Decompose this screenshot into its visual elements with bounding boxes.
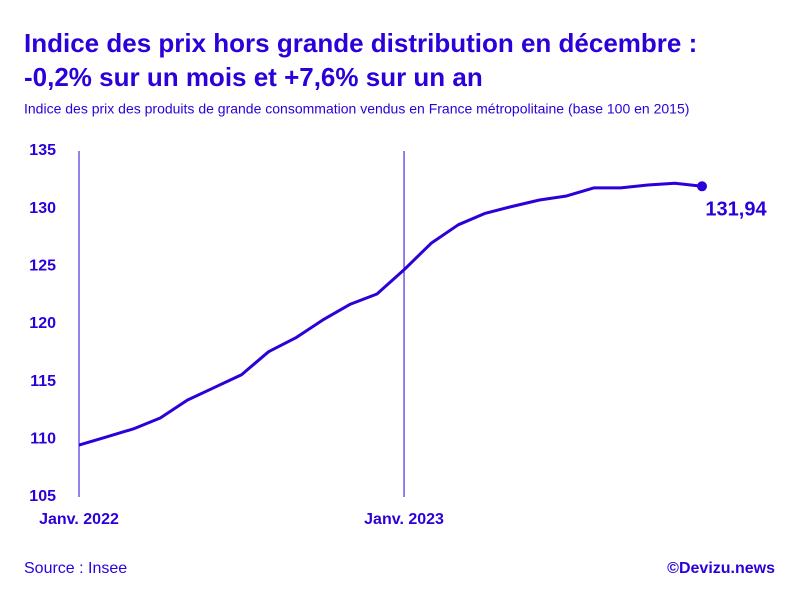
y-tick-label: 135 (29, 142, 56, 159)
subtitle: Indice des prix des produits de grande c… (24, 101, 689, 117)
y-tick-label: 120 (29, 315, 56, 332)
y-tick-label: 115 (30, 373, 56, 390)
chart-title: -0,2% sur un mois et +7,6% sur un an (24, 62, 483, 92)
credit: ©Devizu.news (667, 560, 775, 577)
chart-title: Indice des prix hors grande distribution… (24, 28, 697, 58)
x-tick-label: Janv. 2023 (364, 511, 444, 528)
y-tick-label: 130 (29, 200, 56, 217)
end-point (697, 181, 707, 192)
y-tick-label: 110 (30, 431, 56, 448)
source: Source : Insee (24, 560, 127, 577)
line (78, 181, 703, 447)
y-tick-label: 125 (29, 258, 56, 275)
data-label: 131,94 (705, 199, 767, 221)
y-tick-label: 105 (29, 488, 56, 505)
x-tick-label: Janv. 2022 (39, 511, 119, 528)
